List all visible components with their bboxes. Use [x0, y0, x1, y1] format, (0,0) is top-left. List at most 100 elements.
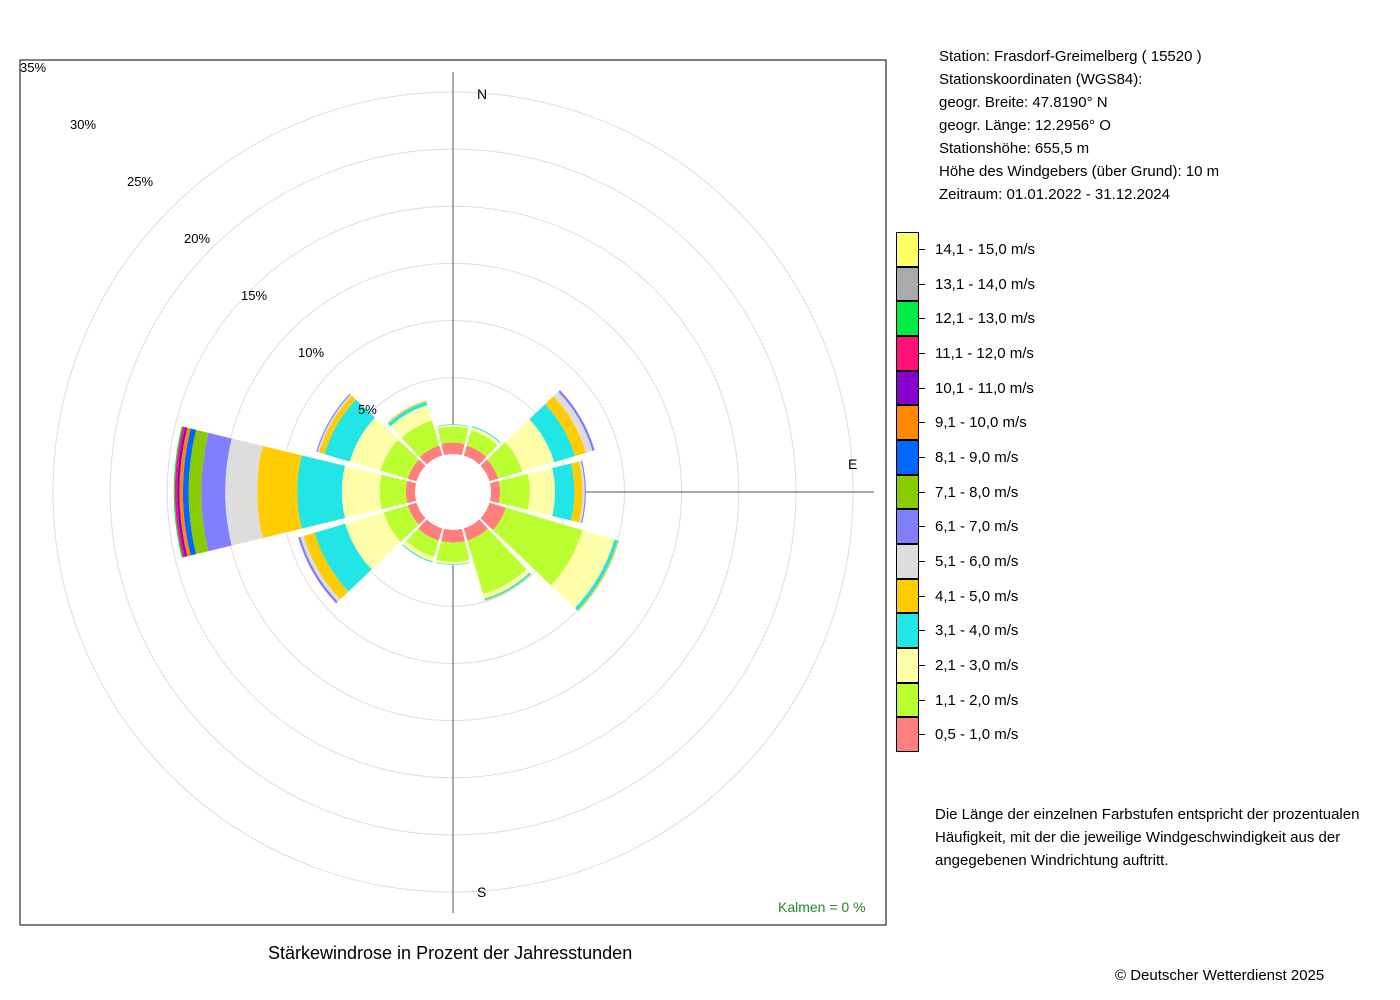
- note-line-1: Die Länge der einzelnen Farbstufen entsp…: [935, 806, 1360, 823]
- sector-segment: [527, 468, 556, 516]
- sector-segment: [314, 523, 372, 592]
- sector-segment: [403, 541, 434, 562]
- legend-swatch: [896, 682, 919, 718]
- sector-segment: [552, 463, 575, 521]
- sector-segment: [390, 405, 432, 438]
- ring-label: 5%: [358, 402, 377, 417]
- station-latitude: geogr. Breite: 47.8190° N: [939, 94, 1108, 111]
- ring-label: 20%: [184, 231, 210, 246]
- sector-segment: [406, 528, 439, 557]
- legend-swatch: [896, 232, 919, 267]
- legend-swatch: [896, 543, 919, 579]
- legend-tick: [919, 664, 925, 666]
- sector-segment: [463, 519, 488, 541]
- legend-tick: [919, 387, 925, 389]
- sector-segment: [177, 427, 188, 557]
- legend-label: 7,1 - 8,0 m/s: [935, 483, 1019, 501]
- ring-label: 10%: [298, 345, 324, 360]
- sector-segment: [388, 401, 428, 427]
- sector-segment: [201, 432, 232, 552]
- legend-label: 6,1 - 7,0 m/s: [935, 518, 1019, 536]
- copyright: © Deutscher Wetterdienst 2025: [1115, 967, 1325, 984]
- legend-swatch: [896, 578, 919, 614]
- legend-label: 5,1 - 6,0 m/s: [935, 552, 1019, 570]
- sector-segment: [553, 391, 593, 453]
- ring-labels: 5% 10% 15% 20% 25% 30% 35%: [20, 60, 377, 417]
- legend-tick: [919, 318, 925, 320]
- legend-tick: [919, 249, 925, 250]
- sector-segment: [472, 425, 501, 443]
- compass-axes: [405, 72, 874, 913]
- sector-segment: [545, 396, 586, 457]
- anemometer-height: Höhe des Windgebers (über Grund): 10 m: [939, 163, 1220, 180]
- sector-segment: [441, 442, 465, 456]
- sector-segment: [402, 544, 433, 563]
- sector-segment: [489, 480, 501, 504]
- compass-label-e: E: [848, 456, 857, 472]
- legend-swatch: [896, 439, 919, 475]
- sector-segment: [463, 445, 487, 465]
- sector-segment: [483, 569, 530, 599]
- sector-segment: [558, 390, 595, 451]
- sector-segment: [405, 480, 417, 504]
- legend-label: 10,1 - 11,0 m/s: [935, 379, 1034, 397]
- sector-segment: [467, 528, 527, 595]
- sector-segment: [401, 420, 440, 458]
- note-line-2: Häufigkeit, mit der die jeweilige Windge…: [935, 829, 1341, 846]
- sector-segment: [225, 438, 263, 546]
- ring-label: 25%: [127, 174, 153, 189]
- legend-swatch: [896, 717, 919, 752]
- ring-label: 30%: [70, 117, 96, 132]
- legend-tick: [919, 491, 925, 493]
- sector-segment: [471, 427, 500, 446]
- sector-segment: [407, 502, 426, 525]
- sector-segment: [379, 474, 408, 510]
- sector-segment: [341, 465, 382, 519]
- sector-segment: [441, 528, 465, 543]
- compass-label-n: N: [477, 86, 487, 102]
- sector-segment: [173, 426, 183, 558]
- legend-tick: [919, 734, 925, 736]
- legend-tick: [919, 595, 925, 597]
- sector-segment: [174, 426, 185, 558]
- sector-segment: [505, 419, 555, 472]
- sector-segment: [300, 535, 341, 602]
- sector-segment: [437, 424, 469, 427]
- wind-sectors: [173, 390, 620, 612]
- legend-tick: [919, 352, 925, 354]
- sector-segment: [387, 400, 427, 424]
- legend-swatch: [896, 613, 919, 648]
- legend-swatch: [896, 301, 919, 336]
- sector-segment: [188, 429, 209, 555]
- legend-label: 4,1 - 5,0 m/s: [935, 587, 1019, 605]
- explanation-note: Die Länge der einzelnen Farbstufen entsp…: [935, 803, 1395, 872]
- sector-segment: [480, 459, 499, 482]
- sector-segment: [318, 395, 356, 455]
- sector-segment: [484, 572, 531, 601]
- sector-segment: [435, 562, 471, 565]
- sector-segment: [179, 427, 191, 557]
- legend-swatch: [896, 647, 919, 683]
- sector-segment: [436, 560, 470, 565]
- legend-swatch: [896, 335, 919, 371]
- sector-segment: [257, 445, 302, 539]
- legend-tick: [919, 283, 925, 285]
- calms-label: Kalmen = 0 %: [778, 899, 866, 915]
- sector-segment: [298, 536, 338, 604]
- sector-segment: [437, 424, 469, 429]
- sector-segment: [419, 445, 443, 465]
- ring-label: 15%: [241, 288, 267, 303]
- sector-segment: [380, 439, 419, 479]
- sector-segment: [574, 539, 618, 611]
- sector-segment: [303, 532, 349, 600]
- sector-segment: [324, 399, 375, 462]
- legend-swatch: [896, 474, 919, 510]
- station-longitude: geogr. Länge: 12.2956° O: [939, 117, 1111, 134]
- chart-caption: Stärkewindrose in Prozent der Jahresstun…: [268, 943, 633, 963]
- legend-label: 2,1 - 3,0 m/s: [935, 656, 1019, 674]
- sector-segment: [345, 512, 401, 570]
- legend-label: 9,1 - 10,0 m/s: [935, 414, 1027, 432]
- station-info: Station: Frasdorf-Greimelberg ( 15520 ) …: [939, 45, 1219, 206]
- sector-segment: [418, 519, 443, 541]
- sector-segment: [529, 404, 575, 463]
